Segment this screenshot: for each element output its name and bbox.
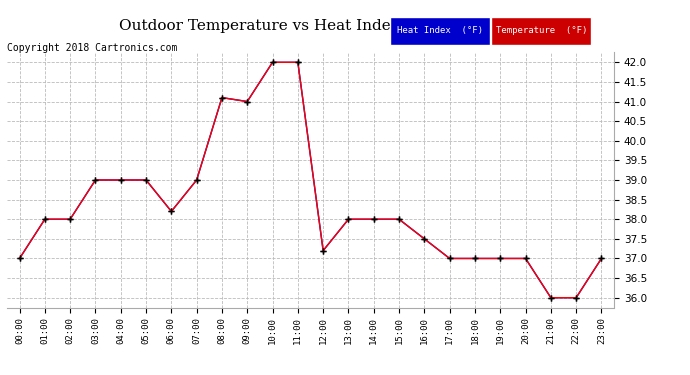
Text: Copyright 2018 Cartronics.com: Copyright 2018 Cartronics.com (7, 43, 177, 53)
Text: Outdoor Temperature vs Heat Index (24 Hours) 20180219: Outdoor Temperature vs Heat Index (24 Ho… (119, 19, 571, 33)
Text: Temperature  (°F): Temperature (°F) (495, 26, 587, 36)
Text: Heat Index  (°F): Heat Index (°F) (397, 26, 483, 36)
